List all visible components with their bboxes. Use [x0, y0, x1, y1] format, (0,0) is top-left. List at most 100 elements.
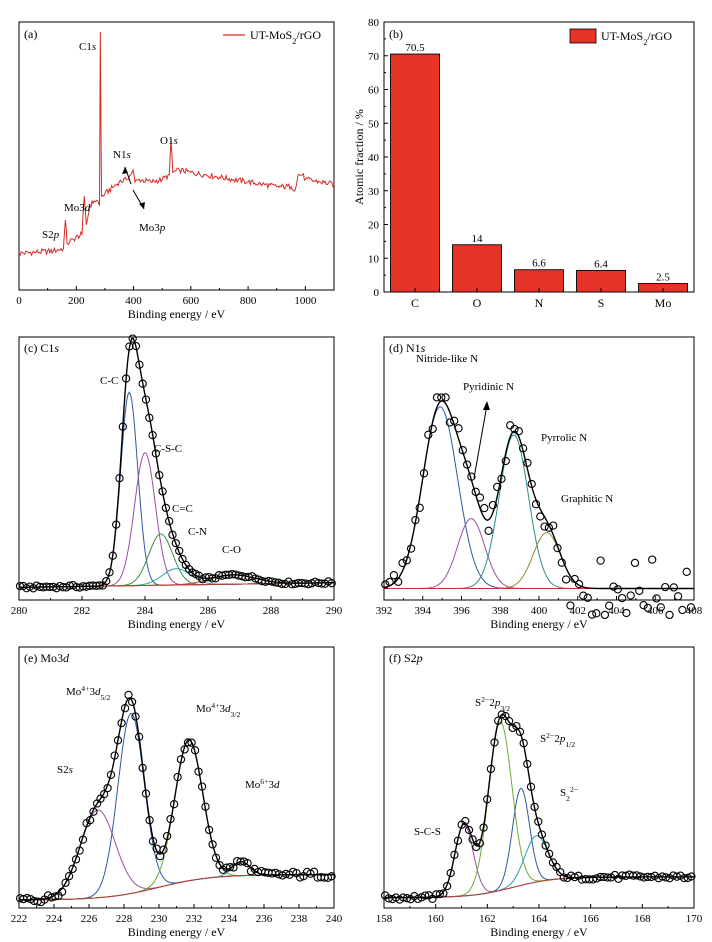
peak-label: S-C-S	[414, 826, 441, 838]
data-point	[127, 697, 137, 707]
data-point	[148, 837, 158, 846]
x-tick-label: 200	[68, 295, 85, 307]
data-point	[441, 393, 450, 402]
data-point	[545, 849, 554, 858]
data-point	[194, 767, 203, 776]
x-tick-label: 166	[582, 913, 599, 925]
data-point	[61, 878, 70, 887]
data-point	[428, 424, 437, 434]
peak-label: S2s	[57, 764, 73, 776]
x-axis-label: Binding energy / eV	[128, 925, 226, 939]
data-point	[187, 738, 196, 747]
x-tick-label: 280	[11, 605, 28, 617]
plot-frame	[383, 336, 695, 601]
data-point	[526, 782, 536, 791]
x-tick-label: Mo	[655, 296, 672, 310]
data-point	[327, 872, 336, 881]
data-point	[171, 538, 180, 548]
data-point	[656, 603, 665, 612]
data-point	[402, 894, 412, 903]
data-point	[158, 487, 167, 496]
data-point	[643, 603, 653, 613]
data-point	[523, 458, 532, 468]
peak-label: Pyrrolic N	[541, 432, 587, 444]
x-tick-label: 170	[686, 913, 703, 925]
y-tick-label: 30	[368, 186, 380, 198]
data-point	[536, 512, 545, 521]
data-point	[490, 738, 499, 747]
x-tick-label: 160	[427, 913, 444, 925]
data-point	[453, 836, 463, 845]
peak-label: C-N	[188, 526, 207, 538]
x-tick-label: 600	[183, 295, 200, 307]
component-peak-4	[384, 532, 694, 589]
data-point	[113, 736, 123, 745]
data-point	[301, 579, 310, 588]
data-point	[106, 770, 116, 779]
x-axis-label: Binding energy / eV	[490, 925, 588, 939]
data-point	[78, 835, 88, 844]
arrowhead-mo3p	[139, 202, 145, 209]
data-point	[190, 746, 200, 755]
data-point	[78, 582, 88, 591]
data-point	[145, 413, 154, 422]
panel-label: (c) C1s	[24, 341, 59, 355]
data-point	[39, 583, 48, 592]
data-point	[243, 859, 252, 868]
data-point	[421, 891, 430, 900]
data-point	[121, 374, 131, 383]
data-point	[471, 487, 480, 496]
panel-c-c1s-spectrum: 280 282 284 286 288 290 Binding energy / eV (c)…	[11, 334, 343, 631]
survey-spectrum-line	[18, 31, 335, 257]
component-peak-4	[384, 835, 694, 899]
data-point	[510, 424, 519, 434]
x-tick-label: 162	[479, 913, 496, 925]
data-point	[587, 610, 597, 619]
panel-label: (f) S2p	[389, 651, 423, 665]
x-tick-label: 408	[686, 605, 703, 617]
data-point	[92, 581, 101, 590]
data-point	[450, 850, 459, 859]
data-point	[131, 341, 141, 351]
component-peak-3	[384, 434, 694, 589]
annotation-s2p: S2p	[42, 229, 60, 241]
bar-o	[452, 244, 502, 293]
data-point	[630, 558, 640, 568]
x-tick-label: 1000	[294, 295, 317, 307]
data-point	[162, 831, 172, 841]
data-point	[71, 855, 81, 864]
data-point	[518, 444, 528, 453]
data-point	[605, 601, 614, 610]
data-point	[514, 427, 523, 436]
data-point	[483, 795, 492, 804]
data-point	[57, 887, 67, 896]
data-point	[442, 881, 452, 891]
data-point	[468, 835, 477, 844]
data-point	[208, 574, 217, 583]
data-point	[596, 556, 605, 565]
component-peak-2	[19, 452, 334, 588]
data-point	[118, 422, 127, 431]
panel-label: (e) Mo3d	[24, 651, 70, 665]
data-point	[68, 864, 77, 874]
arrowhead-pyridinic	[483, 401, 490, 410]
annotation-mo3p: Mo3p	[139, 222, 166, 234]
x-tick-label: N	[535, 296, 544, 310]
fitted-envelope	[19, 697, 334, 901]
y-tick-label: 40	[368, 152, 380, 164]
data-point	[566, 601, 575, 610]
data-point	[480, 503, 489, 513]
data-point	[159, 845, 168, 854]
bar-value-label: 6.4	[594, 258, 608, 270]
x-tick-label: 158	[376, 913, 393, 925]
data-point	[515, 727, 525, 736]
fitted-envelope	[19, 337, 334, 588]
data-point	[95, 581, 104, 590]
x-tick-label: 226	[81, 913, 98, 925]
data-point	[105, 568, 114, 577]
data-point	[648, 555, 657, 564]
y-tick-label: 0	[374, 287, 380, 299]
data-point	[467, 472, 476, 481]
annotation-o1s: O1s	[160, 135, 178, 147]
y-tick-label: 80	[368, 17, 380, 29]
